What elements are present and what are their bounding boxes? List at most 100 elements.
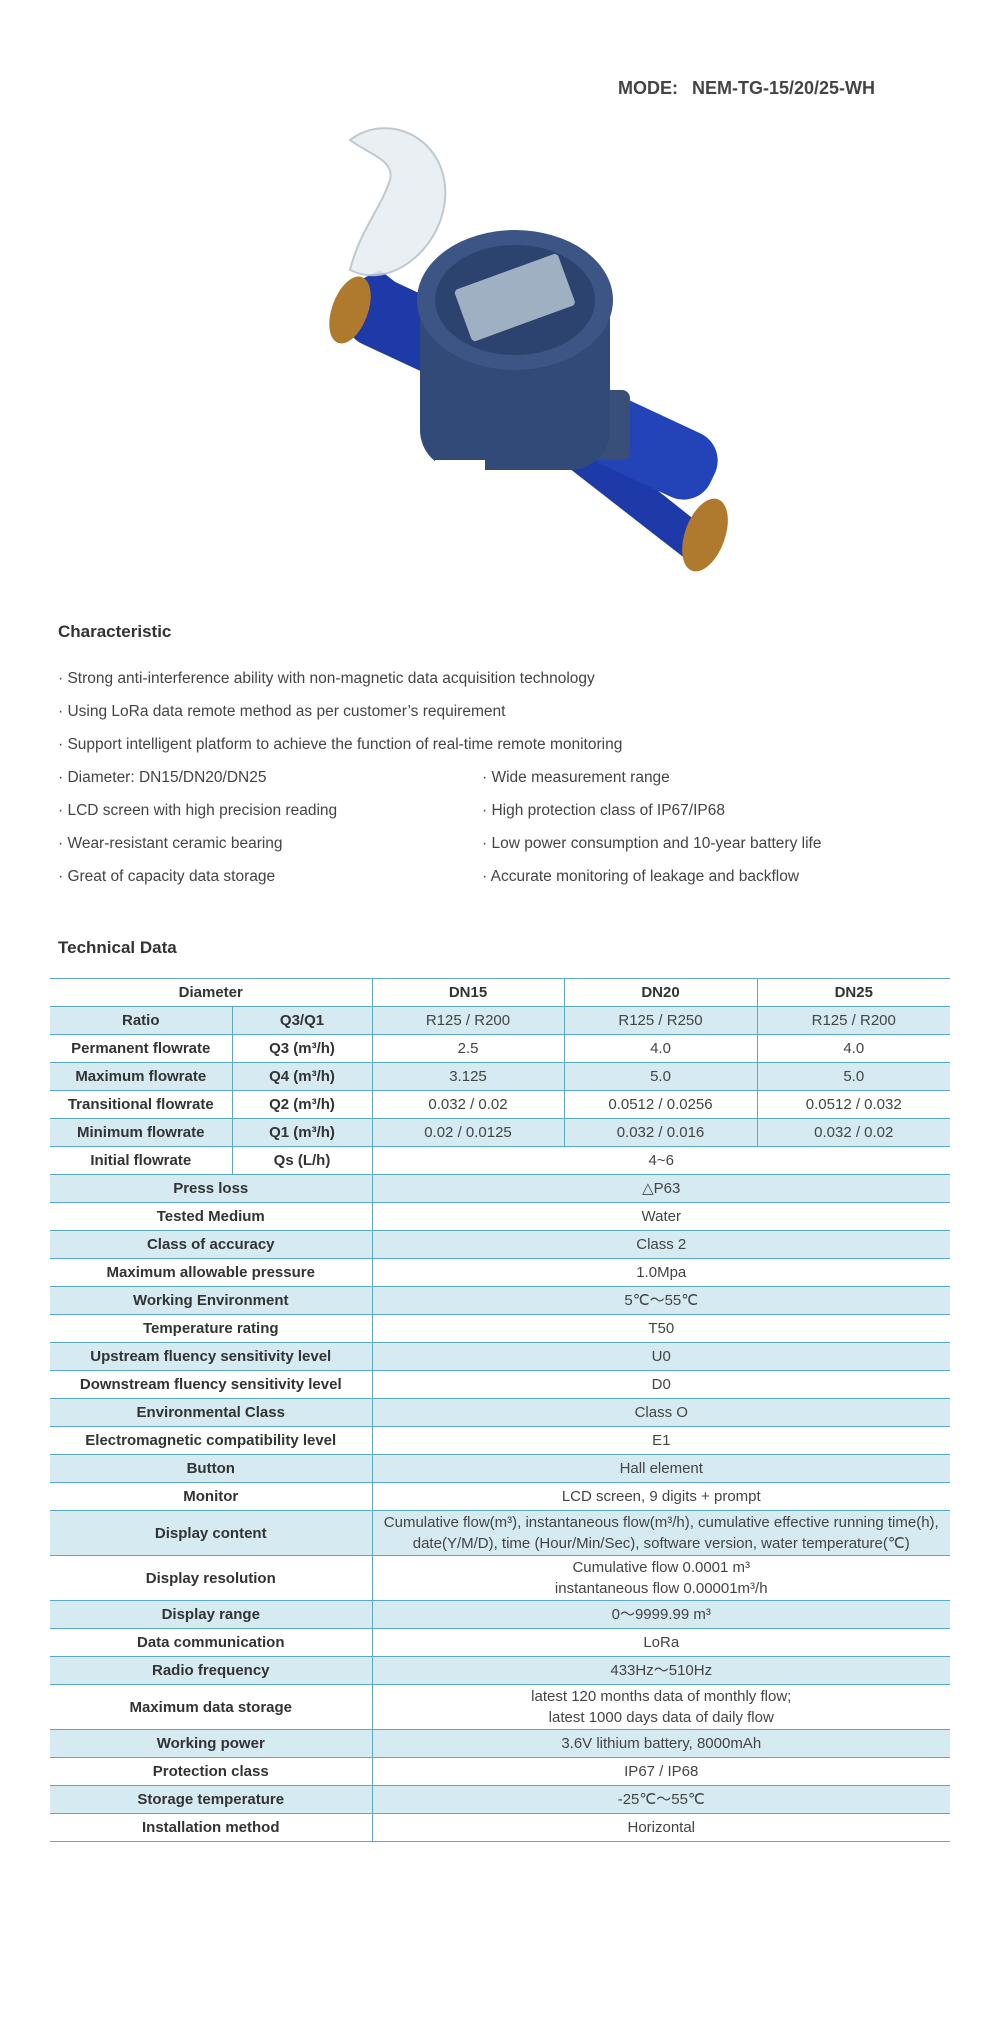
cell-text: LCD screen, 9 digits + prompt <box>561 1488 761 1505</box>
cell-text: 3.6V lithium battery, 8000mAh <box>561 1735 762 1752</box>
table-row: Permanent flowrate Q3 (m³/h) 2.5 4.0 4.0 <box>50 1034 950 1063</box>
cell-text: △P63 <box>642 1180 681 1197</box>
table-cell: 0.032 / 0.016 <box>563 1118 758 1147</box>
cell-text: Q3/Q1 <box>279 1012 325 1029</box>
row-label: Display range <box>50 1600 373 1629</box>
row-label: Button <box>50 1454 373 1483</box>
cell-text: Electromagnetic compatibility level <box>85 1432 337 1449</box>
cell-text: 0～9999.99 m³ <box>611 1606 711 1623</box>
cell-text: Cumulative flow(m³), instantaneous flow(… <box>383 1514 939 1552</box>
row-label: Initial flowrate <box>50 1146 233 1175</box>
table-row: Working Environment 5℃～55℃ <box>50 1286 950 1315</box>
cell-text: Working power <box>156 1735 265 1752</box>
cell-text: Q4 (m³/h) <box>269 1068 335 1085</box>
table-cell: Water <box>371 1202 950 1231</box>
row-unit: Q3/Q1 <box>231 1006 373 1035</box>
characteristic-heading: Characteristic <box>58 622 172 641</box>
cell-text: Display resolution <box>145 1569 276 1587</box>
table-row: Electromagnetic compatibility level E1 <box>50 1426 950 1455</box>
row-label: Press loss <box>50 1174 373 1203</box>
row-label: Maximum flowrate <box>50 1062 233 1091</box>
cell-text: 3.125 <box>449 1068 487 1085</box>
cell-text: Installation method <box>141 1819 280 1836</box>
cell-text: Environmental Class <box>136 1404 285 1421</box>
cell-text: R125 / R250 <box>618 1012 703 1029</box>
cell-text: 0.0512 / 0.0256 <box>608 1096 713 1113</box>
table-cell: △P63 <box>371 1174 950 1203</box>
cell-text: 2.5 <box>457 1040 479 1057</box>
mode-label: MODE: <box>618 78 678 98</box>
cell-text: Downstream fluency sensitivity level <box>79 1376 342 1393</box>
table-cell: 4~6 <box>371 1146 950 1175</box>
cell-text: Data communication <box>136 1634 285 1651</box>
cell-text: Q1 (m³/h) <box>269 1124 335 1141</box>
table-row: Data communication LoRa <box>50 1628 950 1657</box>
feature-item: · LCD screen with high precision reading <box>58 802 338 819</box>
table-row: Storage temperature -25℃～55℃ <box>50 1785 950 1814</box>
table-row: Maximum flowrate Q4 (m³/h) 3.125 5.0 5.0 <box>50 1062 950 1091</box>
cell-text: 5.0 <box>650 1068 671 1085</box>
row-label: Storage temperature <box>50 1785 373 1814</box>
table-cell: -25℃～55℃ <box>371 1785 950 1814</box>
row-label: Monitor <box>50 1482 373 1511</box>
cell-text: E1 <box>652 1432 671 1449</box>
table-cell: T50 <box>371 1314 950 1343</box>
row-label: Tested Medium <box>50 1202 373 1231</box>
row-label: Protection class <box>50 1757 373 1786</box>
feature-item: · Accurate monitoring of leakage and bac… <box>482 868 800 885</box>
cell-text: Temperature rating <box>142 1320 279 1337</box>
row-label: Downstream fluency sensitivity level <box>50 1370 373 1399</box>
table-cell: 4.0 <box>563 1034 758 1063</box>
row-label: Permanent flowrate <box>50 1034 233 1063</box>
row-label: Upstream fluency sensitivity level <box>50 1342 373 1371</box>
table-row: Working power 3.6V lithium battery, 8000m… <box>50 1729 950 1758</box>
table-row: Display resolution Cumulative flow 0.0001… <box>50 1555 950 1601</box>
table-row: Maximum allowable pressure 1.0Mpa <box>50 1258 950 1287</box>
table-cell: LCD screen, 9 digits + prompt <box>371 1482 950 1511</box>
header-cell: DN15 <box>371 978 565 1007</box>
feature-item: · Diameter: DN15/DN20/DN25 <box>58 769 267 786</box>
cell-text: -25℃～55℃ <box>617 1791 705 1808</box>
row-unit: Qs (L/h) <box>231 1146 373 1175</box>
row-unit: Q4 (m³/h) <box>231 1062 373 1091</box>
cell-text: Ratio <box>122 1012 160 1029</box>
cell-text: 4~6 <box>648 1152 674 1169</box>
cell-text: R125 / R200 <box>811 1012 896 1029</box>
table-cell: 4.0 <box>756 1034 950 1063</box>
cell-text: Horizontal <box>627 1819 696 1836</box>
table-row: Class of accuracy Class 2 <box>50 1230 950 1259</box>
table-row: Downstream fluency sensitivity level D0 <box>50 1370 950 1399</box>
table-cell: Cumulative flow 0.0001 m³ instantaneous f… <box>371 1555 950 1601</box>
table-row: Radio frequency 433Hz～510Hz <box>50 1656 950 1685</box>
row-unit: Q2 (m³/h) <box>231 1090 373 1119</box>
row-label: Minimum flowrate <box>50 1118 233 1147</box>
cell-text: Button <box>186 1460 235 1477</box>
cell-text: Q2 (m³/h) <box>269 1096 335 1113</box>
table-cell: 1.0Mpa <box>371 1258 950 1287</box>
table-cell: Horizontal <box>371 1813 950 1842</box>
cell-text: 433Hz～510Hz <box>610 1662 713 1679</box>
table-cell: R125 / R250 <box>563 1006 758 1035</box>
cell-text: 0.0512 / 0.032 <box>805 1096 902 1113</box>
row-unit: Q3 (m³/h) <box>231 1034 373 1063</box>
cell-text: latest 1000 days data of daily flow <box>548 1709 774 1726</box>
cell-text: 0.032 / 0.02 <box>428 1096 508 1113</box>
cell-text: Display content <box>154 1524 267 1542</box>
cell-text: Hall element <box>619 1460 703 1477</box>
model-title: MODE: NEM-TG-15/20/25-WH <box>618 78 875 99</box>
cell-text: Cumulative flow 0.0001 m³ <box>572 1559 751 1576</box>
feature-item: · Support intelligent platform to achiev… <box>58 736 623 753</box>
table-cell: 0.02 / 0.0125 <box>371 1118 565 1147</box>
table-row: Display content Cumulative flow(m³), inst… <box>50 1510 950 1556</box>
table-cell: 5.0 <box>756 1062 950 1091</box>
table-cell: 433Hz～510Hz <box>371 1656 950 1685</box>
table-cell: 5℃～55℃ <box>371 1286 950 1315</box>
cell-text: Class of accuracy <box>146 1236 275 1253</box>
cell-text: D0 <box>651 1376 671 1393</box>
cell-text: Display range <box>161 1606 260 1623</box>
table-row: Installation method Horizontal <box>50 1813 950 1842</box>
cell-text: instantaneous flow 0.00001m³/h <box>554 1580 768 1597</box>
cell-text: 0.032 / 0.016 <box>616 1124 705 1141</box>
table-cell: R125 / R200 <box>371 1006 565 1035</box>
